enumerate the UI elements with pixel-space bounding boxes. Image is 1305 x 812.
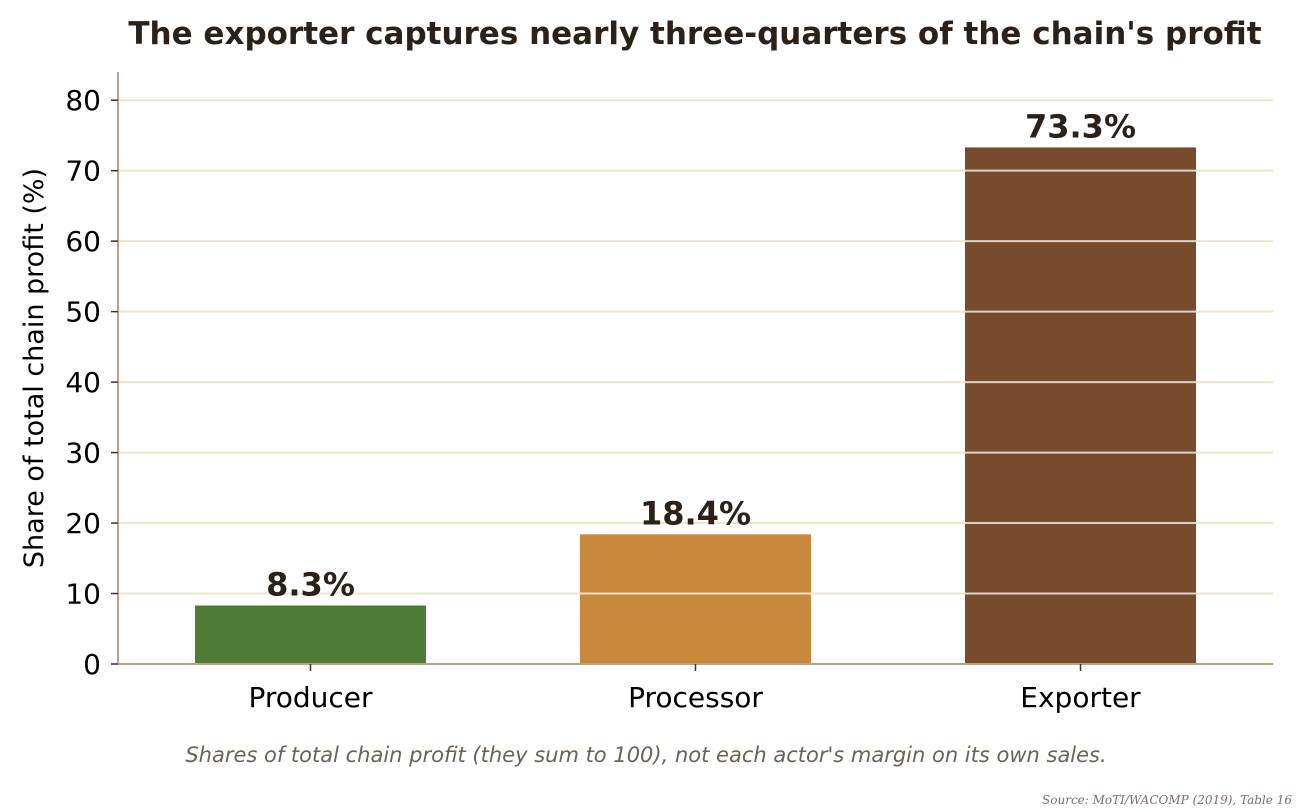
data-label: 73.3%	[1025, 107, 1136, 145]
y-tick-label: 50	[65, 296, 101, 329]
x-tick-label: Producer	[248, 681, 373, 714]
bar-producer	[195, 605, 426, 664]
data-label: 18.4%	[640, 494, 751, 532]
y-tick-label: 20	[65, 507, 101, 540]
y-tick-label: 60	[65, 225, 101, 258]
chart-note: Shares of total chain profit (they sum t…	[185, 743, 1106, 767]
bar-gridlines	[580, 169, 1196, 595]
y-tick-label: 10	[65, 578, 101, 611]
x-tick-label: Exporter	[1020, 681, 1141, 714]
gridlines	[118, 99, 1273, 595]
source-note: Source: MoTI/WACOMP (2019), Table 16	[1042, 793, 1292, 807]
y-axis-label: Share of total chain profit (%)	[19, 168, 50, 568]
bars	[195, 147, 1196, 664]
data-labels: 8.3% 18.4% 73.3%	[266, 107, 1136, 603]
bar-exporter	[965, 147, 1196, 664]
x-tick-label: Processor	[628, 681, 763, 714]
bar-processor	[580, 534, 811, 664]
y-tick-label: 0	[83, 648, 101, 681]
y-tick-label: 80	[65, 84, 101, 117]
y-tick-label: 30	[65, 437, 101, 470]
y-tick-labels: 0 10 20 30 40 50 60 70 80	[65, 84, 118, 681]
chart-title: The exporter captures nearly three-quart…	[128, 16, 1261, 52]
y-tick-label: 40	[65, 366, 101, 399]
data-label: 8.3%	[266, 566, 355, 604]
y-tick-label: 70	[65, 155, 101, 188]
x-tick-labels: Producer Processor Exporter	[248, 664, 1141, 714]
